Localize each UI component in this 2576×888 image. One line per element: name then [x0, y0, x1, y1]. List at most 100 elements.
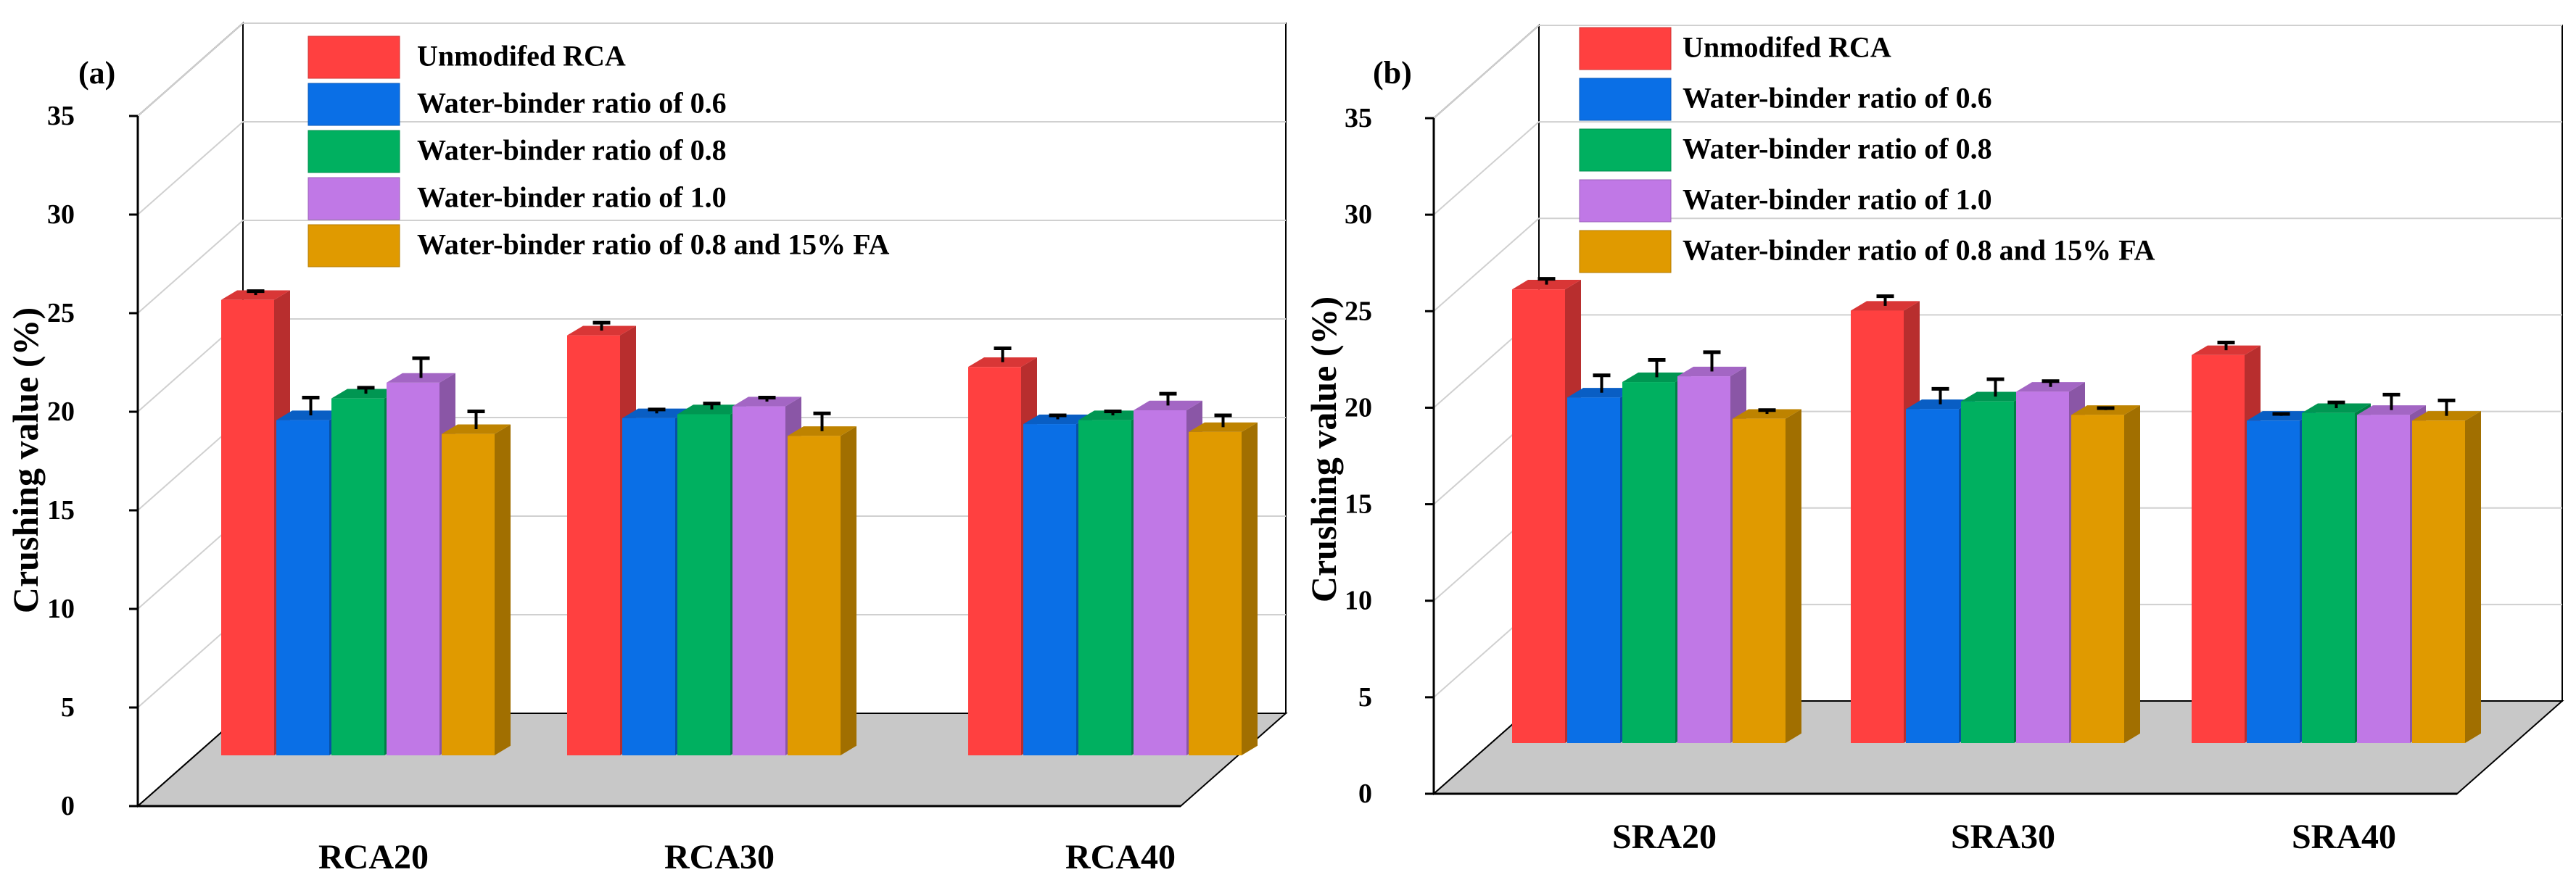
bar-front [1622, 382, 1675, 743]
y-tick-label: 30 [47, 199, 75, 230]
x-category-label: SRA20 [1612, 818, 1717, 856]
bar-front [968, 367, 1021, 755]
y-tick-label: 35 [1345, 103, 1372, 133]
legend-item-wb08: Water-binder ratio of 0.8 [307, 130, 727, 173]
bar-front [276, 420, 329, 755]
panel-label: (a) [78, 55, 115, 91]
x-category-label: RCA40 [1065, 838, 1176, 876]
bar-front [732, 406, 785, 755]
legend-label: Unmodifed RCA [1683, 31, 1891, 64]
y-tick-label: 30 [1345, 199, 1372, 230]
bar-front [221, 299, 274, 755]
legend-label: Water-binder ratio of 0.6 [417, 87, 727, 120]
bar-front [1961, 401, 2014, 743]
panel-b-chart: 0 5 10 15 20 25 30 35 SRA20 SRA30 SRA40 Crushing va… [1303, 23, 2564, 856]
legend-item-unmodified: Unmodifed RCA [1579, 27, 1891, 70]
y-tick-label: 10 [47, 594, 75, 624]
bar-side [2465, 411, 2481, 743]
legend-label: Water-binder ratio of 1.0 [1683, 183, 1992, 216]
x-category-label: RCA30 [664, 838, 775, 876]
gridline [137, 220, 1286, 314]
bar-side [495, 424, 511, 755]
legend-swatch [307, 83, 400, 126]
y-tick-label: 25 [47, 298, 75, 328]
panel-a-chart: 0 5 10 15 20 25 30 35 RCA20 RCA30 RCA40 Crushing va… [5, 21, 1288, 876]
gridline [1433, 25, 2562, 119]
gridline [1433, 121, 2562, 215]
y-axis-title: Crushing value (%) [1303, 296, 1344, 602]
legend-item-wb08: Water-binder ratio of 0.8 [1579, 128, 1992, 172]
bar-front [677, 414, 730, 755]
legend-label: Water-binder ratio of 0.6 [1683, 82, 1992, 115]
legend: Unmodifed RCA Water-binder ratio of 0.6 Wa… [307, 36, 890, 267]
bar-side [2124, 405, 2140, 743]
legend-item-wb10: Water-binder ratio of 1.0 [1579, 179, 1992, 223]
legend-item-unmodified: Unmodifed RCA [307, 36, 626, 79]
y-tick-label: 35 [47, 101, 75, 131]
legend-item-wb06: Water-binder ratio of 0.6 [307, 83, 727, 126]
y-tick-label: 15 [47, 495, 75, 526]
legend-item-wb08fa: Water-binder ratio of 0.8 and 15% FA [307, 224, 890, 267]
legend-label: Water-binder ratio of 0.8 [1683, 133, 1992, 165]
legend-item-wb06: Water-binder ratio of 0.6 [1579, 78, 1992, 121]
legend-swatch [1579, 179, 1672, 223]
bar-front [2016, 391, 2069, 743]
y-tick-label: 0 [1358, 779, 1372, 809]
bar-front [1906, 409, 1959, 743]
legend-label: Water-binder ratio of 1.0 [417, 181, 727, 214]
bar-front [1023, 424, 1076, 755]
y-tick-label: 10 [1345, 586, 1372, 616]
bar-front [567, 335, 620, 755]
y-tick-label: 20 [1345, 392, 1372, 423]
y-tick-label: 25 [1345, 296, 1372, 326]
legend-swatch [307, 36, 400, 79]
bar-top [1733, 409, 1801, 419]
x-category-label: SRA30 [1951, 818, 2055, 856]
legend-label: Water-binder ratio of 0.8 and 15% FA [417, 228, 890, 261]
legend-swatch [307, 177, 400, 220]
bar-front [788, 436, 841, 755]
gridline [137, 22, 1286, 117]
legend-item-wb10: Water-binder ratio of 1.0 [307, 177, 727, 220]
bar-top [221, 290, 290, 300]
bar-front [1733, 418, 1786, 743]
y-axis-title: Crushing value (%) [5, 307, 46, 613]
bar-front [442, 433, 495, 755]
bar-front [1851, 310, 1904, 743]
bar-SRA30-wb08fa [2071, 405, 2140, 743]
y-tick-label: 15 [1345, 489, 1372, 520]
gridline [1433, 217, 2562, 312]
y-tick-label: 0 [61, 791, 75, 821]
bar-SRA40-wb08fa [2412, 398, 2481, 743]
bar-RCA20-wb08fa [442, 410, 511, 755]
legend-swatch [1579, 27, 1672, 70]
bar-front [1567, 397, 1620, 743]
y-tick-label: 20 [47, 397, 75, 427]
legend-swatch [1579, 78, 1672, 121]
legend-swatch [307, 130, 400, 173]
legend-swatch [307, 224, 400, 267]
bar-front [331, 398, 384, 755]
bar-front [2071, 415, 2124, 743]
legend: Unmodifed RCA Water-binder ratio of 0.6 Wa… [1579, 27, 2155, 273]
x-category-label: RCA20 [318, 838, 429, 876]
bar-series-group [1512, 277, 2481, 744]
x-category-label: SRA40 [2292, 818, 2396, 856]
panel-label: (b) [1373, 55, 1412, 91]
bar-side [841, 426, 856, 755]
legend-swatch [1579, 230, 1672, 273]
y-tick-label: 5 [61, 692, 75, 723]
bar-RCA40-wb08fa [1189, 413, 1258, 755]
bar-front [2412, 420, 2465, 743]
bar-front [2302, 412, 2355, 743]
bar-RCA30-wb08fa [788, 411, 856, 755]
bar-series-group [221, 289, 1258, 756]
legend-item-wb08fa: Water-binder ratio of 0.8 and 15% FA [1579, 230, 2155, 273]
legend-swatch [1579, 128, 1672, 172]
bar-front [622, 418, 675, 755]
legend-label: Unmodifed RCA [417, 40, 626, 72]
bar-front [387, 382, 439, 755]
y-tick-label: 5 [1358, 682, 1372, 713]
legend-label: Water-binder ratio of 0.8 and 15% FA [1683, 234, 2155, 267]
